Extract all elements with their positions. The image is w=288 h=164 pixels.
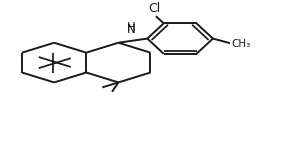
Text: CH₃: CH₃ xyxy=(232,39,251,49)
Text: Cl: Cl xyxy=(148,2,161,15)
Text: H: H xyxy=(127,21,136,34)
Text: N: N xyxy=(127,23,136,36)
